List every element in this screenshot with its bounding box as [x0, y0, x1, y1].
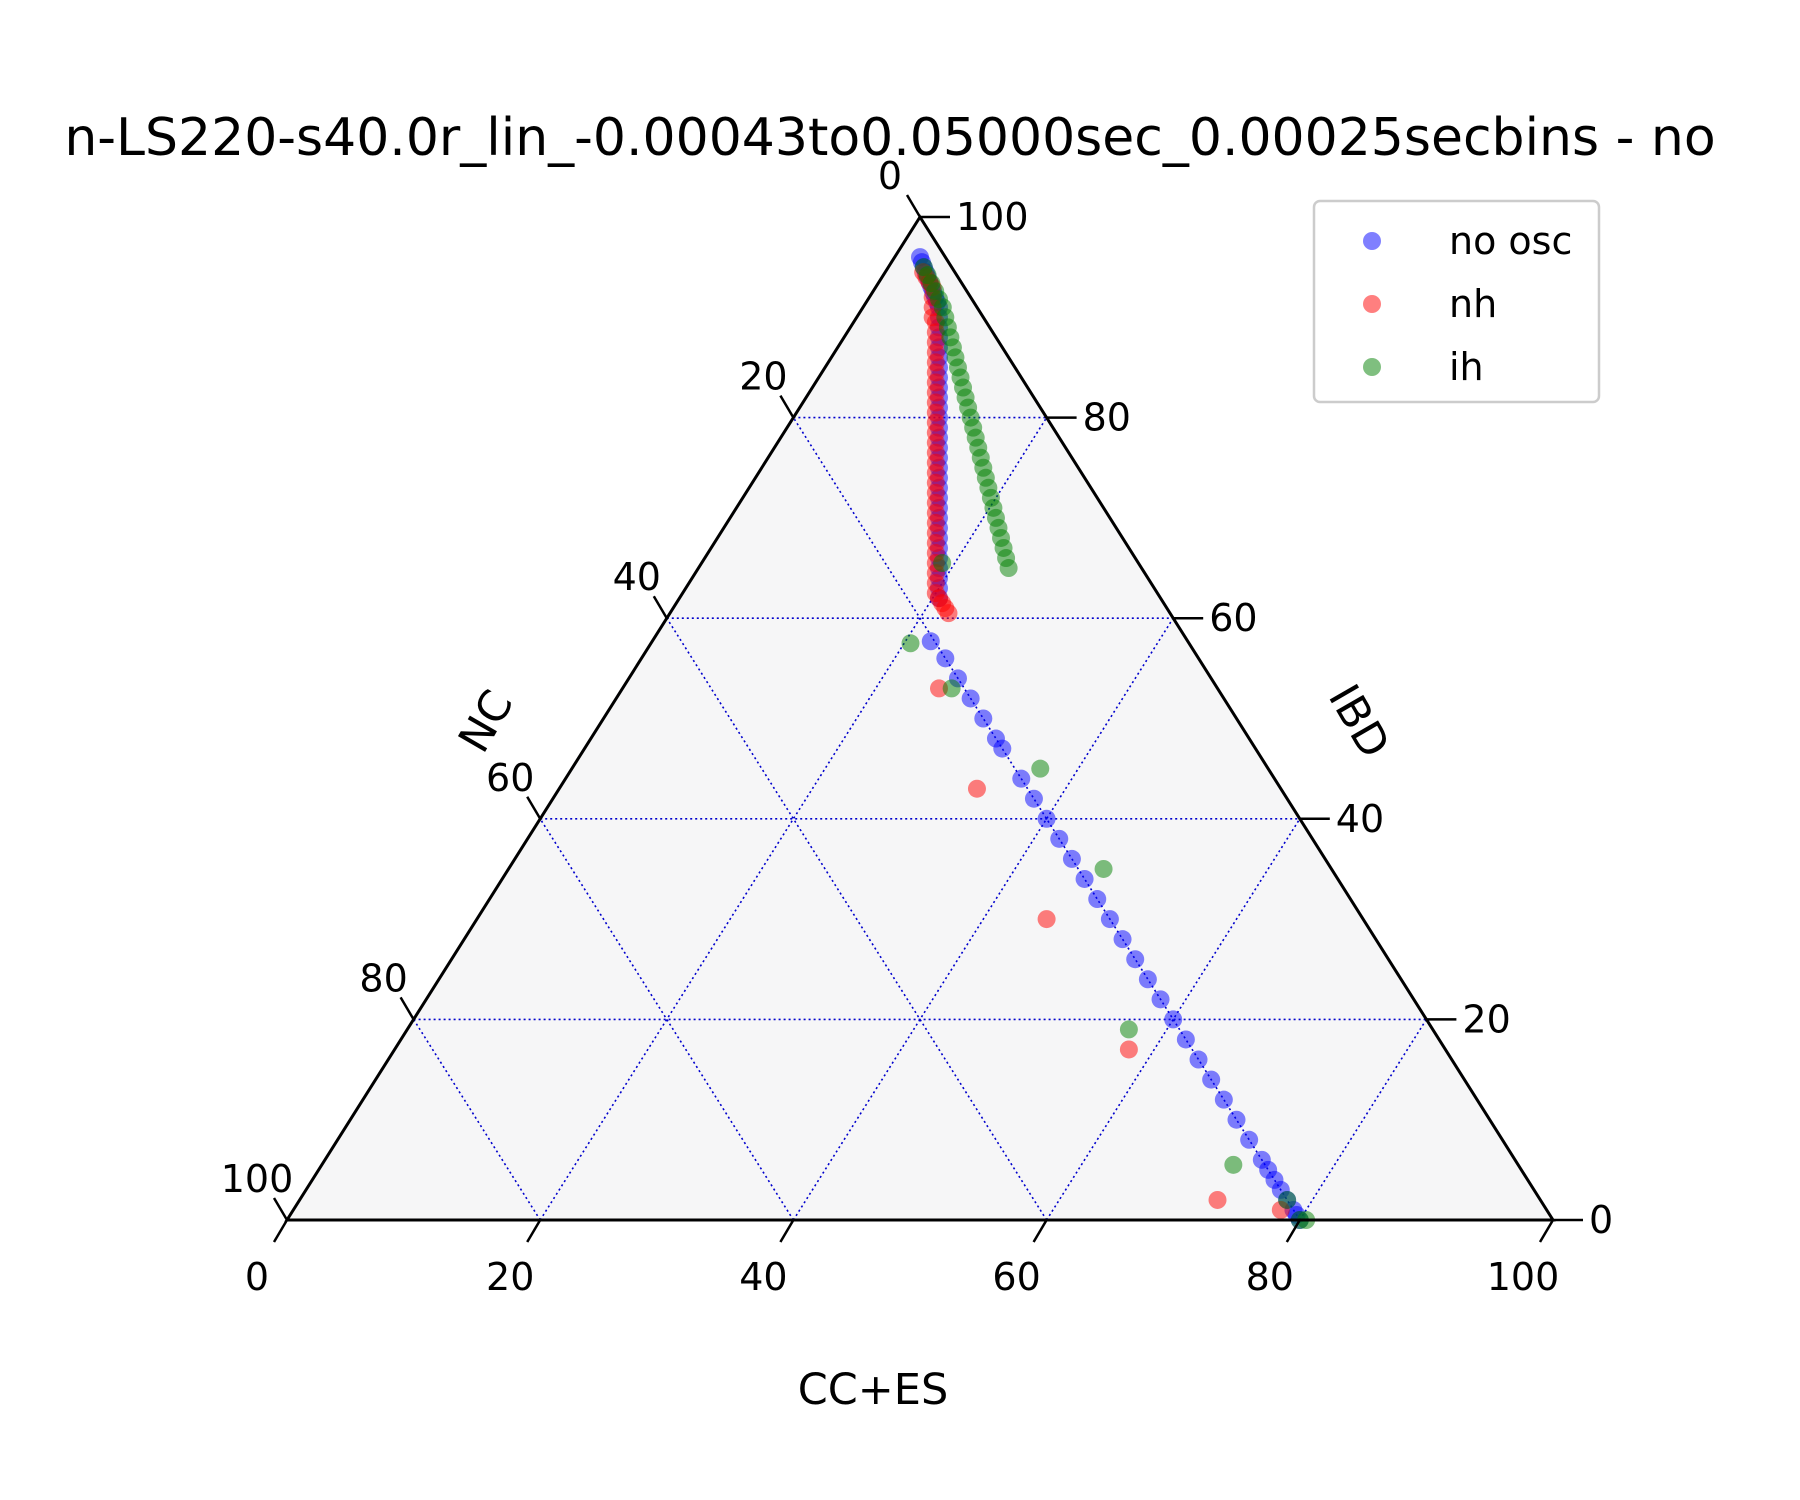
data-point [933, 554, 952, 573]
tick-label-bottom: 60 [992, 1255, 1040, 1299]
tick-label-right: 100 [956, 195, 1029, 239]
tick-label-left: 40 [613, 555, 661, 599]
tick-mark-bottom [779, 1219, 795, 1243]
grid-line [792, 417, 1301, 1221]
data-point [1094, 859, 1113, 878]
data-point [1126, 950, 1145, 969]
data-point [1164, 1010, 1183, 1029]
tick-label-bottom: 0 [245, 1255, 269, 1299]
tick-label-bottom: 100 [1487, 1255, 1560, 1299]
data-point [1214, 1090, 1233, 1109]
tick-label-bottom: 80 [1246, 1255, 1294, 1299]
tick-mark-bottom [1032, 1219, 1048, 1243]
tick-mark-left [399, 996, 415, 1021]
data-point [1050, 829, 1069, 848]
chart-title: n-LS220-s40.0r_lin_-0.00043to0.05000sec_… [64, 108, 1715, 168]
legend-box [1312, 199, 1601, 404]
legend-label: ih [1449, 345, 1484, 389]
data-point [1088, 890, 1107, 909]
tick-label-left: 20 [739, 355, 787, 399]
tick-mark-bottom [1285, 1219, 1301, 1243]
tick-label-right: 60 [1209, 596, 1257, 640]
legend-marker [1363, 358, 1381, 376]
data-point [1240, 1130, 1259, 1149]
tick-label-bottom: 20 [486, 1255, 534, 1299]
tick-mark-left [779, 394, 795, 419]
tick-mark-left [905, 194, 922, 218]
tick-mark-bottom [526, 1219, 542, 1243]
left-axis-label: NC [449, 682, 523, 761]
tick-label-right: 40 [1336, 797, 1384, 841]
data-point [1151, 990, 1170, 1009]
data-point [999, 559, 1018, 578]
tick-mark-bottom [272, 1219, 289, 1243]
data-point [1037, 910, 1056, 929]
axis-ticks: 0 20 40 60 80 100 0 20 40 60 80 100 0 20 40 60 80 100 [221, 154, 1613, 1299]
data-point [1278, 1190, 1297, 1209]
right-axis-label: IBD [1318, 676, 1399, 766]
tick-label-right: 20 [1462, 997, 1510, 1041]
tick-label-right: 0 [1589, 1198, 1613, 1242]
data-point [974, 709, 993, 728]
tick-label-right: 80 [1083, 396, 1131, 440]
legend-marker [1363, 295, 1381, 313]
legend-label: nh [1449, 282, 1497, 326]
data-point [967, 779, 986, 798]
data-point [1208, 1190, 1227, 1209]
data-point [1037, 809, 1056, 828]
plot-background [287, 217, 1553, 1220]
grid-line [792, 617, 1174, 1221]
tick-mark-bottom [1538, 1219, 1555, 1243]
data-points [901, 248, 1316, 1229]
tick-label-bottom: 40 [739, 1255, 787, 1299]
data-point [929, 679, 948, 698]
data-point [1100, 910, 1119, 929]
tick-label-left: 0 [878, 154, 902, 198]
data-point [1031, 759, 1050, 778]
tick-label-left: 100 [221, 1157, 294, 1201]
data-point [1075, 869, 1094, 888]
data-point [1138, 970, 1157, 989]
data-point [1012, 769, 1031, 788]
tick-label-left: 60 [486, 756, 534, 800]
grid-line [666, 617, 1048, 1221]
legend-marker [1363, 232, 1381, 250]
data-point [1062, 849, 1081, 868]
data-point [939, 604, 958, 623]
data-point [961, 689, 980, 708]
data-point [901, 634, 920, 653]
tick-mark-left [652, 595, 668, 619]
triangle-border [284, 214, 1556, 1222]
data-point [1119, 1020, 1138, 1039]
grid-line [1045, 818, 1301, 1221]
legend-label: no osc [1449, 219, 1572, 263]
tick-label-left: 80 [359, 956, 407, 1000]
data-point [921, 632, 940, 651]
data-point [1119, 1040, 1138, 1059]
data-point [1189, 1050, 1208, 1069]
data-point [1224, 1155, 1243, 1174]
data-point [1227, 1110, 1246, 1129]
data-point [993, 739, 1012, 758]
data-point [1113, 930, 1132, 949]
grid-line [539, 417, 1048, 1221]
data-point [1202, 1070, 1221, 1089]
data-point [1024, 789, 1043, 808]
grid [412, 416, 1428, 1221]
tick-mark-left [526, 796, 542, 820]
bottom-axis-label: CC+ES [798, 1365, 949, 1415]
grid-line [539, 818, 795, 1221]
data-point [1176, 1030, 1195, 1049]
data-point [942, 679, 961, 698]
legend: no osc nh ih [1312, 199, 1601, 404]
tick-mark-left [272, 1197, 289, 1221]
data-point [936, 649, 955, 668]
